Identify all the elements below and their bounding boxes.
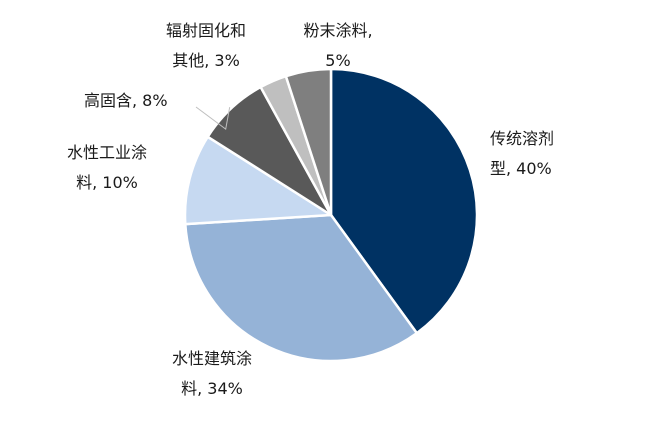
- slice-label-radiation-curing-other: 辐射固化和 其他, 3%: [165, 21, 246, 70]
- slice-label-high-solids: 高固含, 8%: [84, 91, 168, 110]
- slice-waterborne-industrial: [183, 135, 333, 226]
- slice-waterborne-architectural: [184, 213, 419, 363]
- slice-label-waterborne-architectural: 水性建筑涂 料, 34%: [171, 349, 252, 398]
- slice-traditional-solvent: [329, 67, 479, 335]
- slice-label-powder-coatings: 粉末涂料, 5%: [303, 21, 373, 70]
- leader-line-high-solids: [195, 106, 231, 130]
- slice-label-traditional-solvent: 传统溶剂 型, 40%: [490, 129, 555, 178]
- leader-lines: [195, 106, 231, 130]
- slice-label-waterborne-industrial: 水性工业涂 料, 10%: [66, 143, 147, 192]
- slice-powder-coatings: [284, 67, 333, 217]
- pie-slices: [183, 67, 479, 363]
